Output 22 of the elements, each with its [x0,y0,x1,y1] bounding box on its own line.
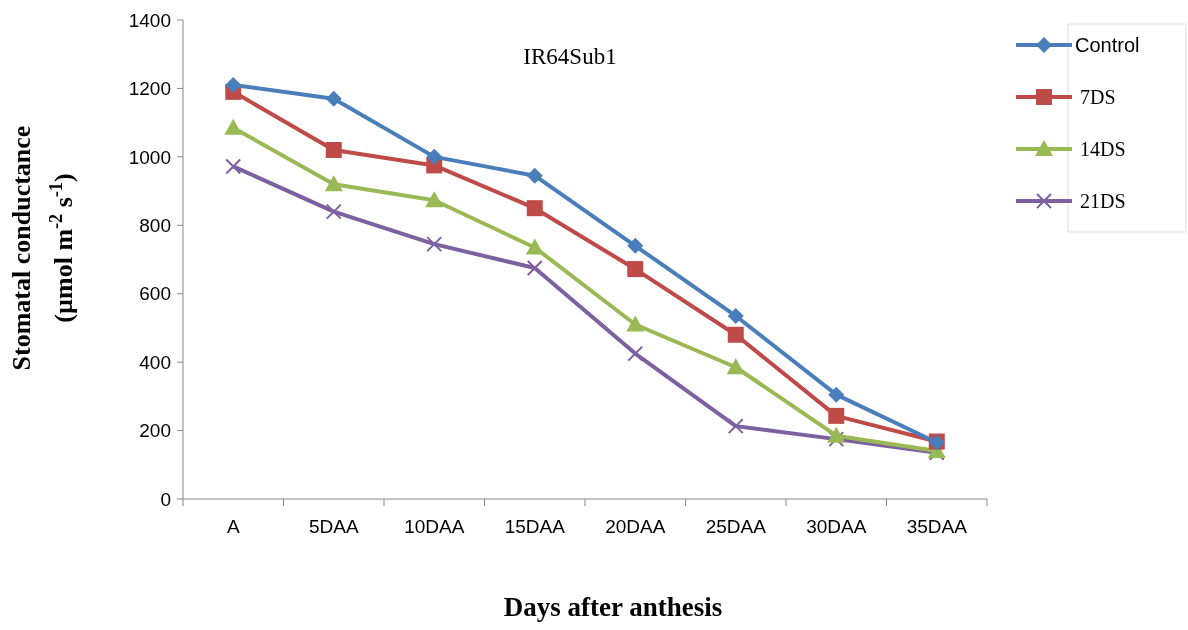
x-tick-label: 35DAA [906,516,968,537]
y-tick-label: 1400 [128,9,171,31]
x-tick-label: A [226,516,240,537]
y-tick-label: 1200 [128,78,171,100]
legend-label: 14DS [1080,138,1126,160]
x-tick-label: 25DAA [705,516,767,537]
x-tick-label: 10DAA [404,516,465,537]
y-tick-label: 600 [139,283,171,305]
y-tick-label: 400 [139,351,171,373]
legend-label: 7DS [1080,86,1116,108]
legend-label: 21DS [1080,190,1126,212]
y-tick-label: 800 [139,214,171,236]
x-axis-title: Days after anthesis [503,592,723,622]
x-tick-label: 15DAA [504,516,566,537]
y-tick-label: 0 [160,488,171,510]
y-tick-label: 200 [139,420,171,442]
x-tick-label: 20DAA [605,516,666,537]
x-tick-label: 5DAA [308,516,359,537]
x-tick-label: 30DAA [806,516,867,537]
text: IR64Sub1 [523,44,617,69]
y-tick-label: 1000 [128,146,171,168]
legend-label: Control [1075,34,1140,56]
